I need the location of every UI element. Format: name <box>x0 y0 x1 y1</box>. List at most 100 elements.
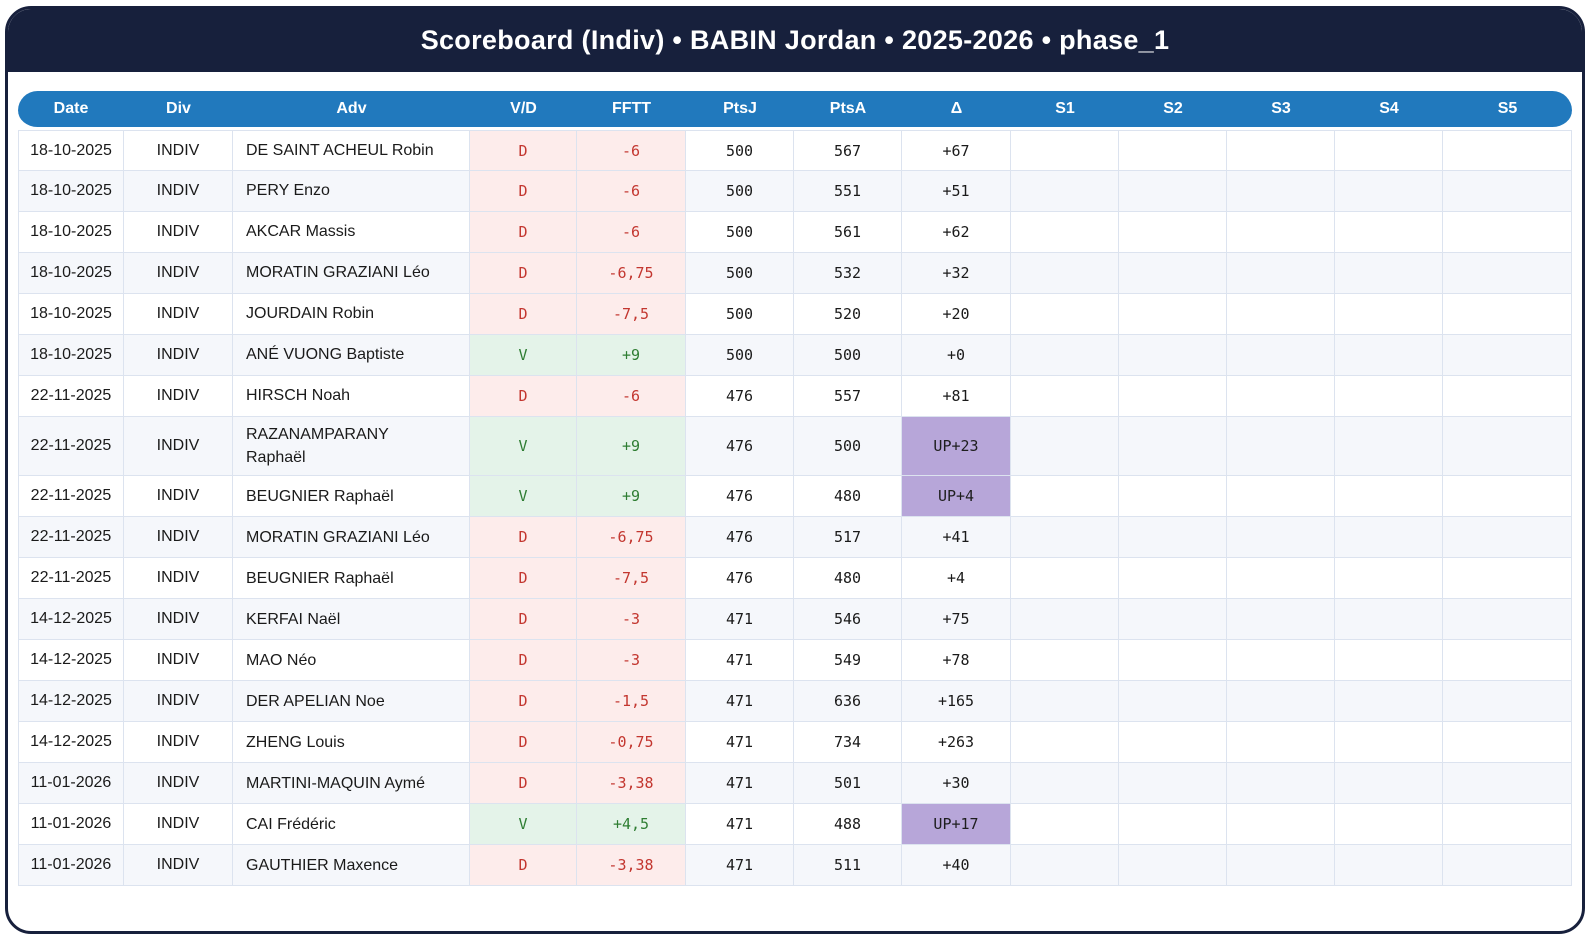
cell-adversary: RAZANAMPARANY Raphaël <box>233 417 470 477</box>
cell-delta: +32 <box>902 253 1011 294</box>
cell-set-4 <box>1335 640 1443 682</box>
table-row: 14-12-2025 INDIV DER APELIAN Noe D -1,5 … <box>18 681 1572 723</box>
cell-delta: +40 <box>902 845 1011 887</box>
cell-set-1 <box>1011 253 1119 294</box>
cell-date: 14-12-2025 <box>18 599 124 641</box>
cell-adversary: GAUTHIER Maxence <box>233 845 470 887</box>
cell-adversary: MORATIN GRAZIANI Léo <box>233 253 470 294</box>
cell-adversary-points: 500 <box>794 335 902 376</box>
cell-set-2 <box>1119 476 1227 518</box>
cell-date: 18-10-2025 <box>18 335 124 376</box>
cell-player-points: 500 <box>686 253 794 294</box>
adversary-name: BEUGNIER Raphaël <box>246 487 394 505</box>
cell-set-3 <box>1227 804 1335 846</box>
cell-win-loss: D <box>470 294 577 335</box>
cell-player-points: 471 <box>686 722 794 764</box>
cell-delta: +263 <box>902 722 1011 764</box>
cell-adversary-points: 501 <box>794 763 902 805</box>
adversary-name: MARTINI-MAQUIN Aymé <box>246 774 425 792</box>
column-header-vd: V/D <box>470 91 577 130</box>
cell-set-4 <box>1335 130 1443 171</box>
cell-fftt-points: -6,75 <box>577 253 686 294</box>
cell-division: INDIV <box>124 845 233 887</box>
cell-set-3 <box>1227 417 1335 477</box>
table-row: 11-01-2026 INDIV MARTINI-MAQUIN Aymé D -… <box>18 763 1572 805</box>
cell-set-1 <box>1011 517 1119 559</box>
cell-win-loss: D <box>470 376 577 417</box>
cell-set-1 <box>1011 640 1119 682</box>
cell-set-5 <box>1443 212 1572 253</box>
cell-date: 14-12-2025 <box>18 681 124 723</box>
cell-set-1 <box>1011 763 1119 805</box>
cell-date: 18-10-2025 <box>18 212 124 253</box>
cell-adversary: JOURDAIN Robin <box>233 294 470 335</box>
cell-set-3 <box>1227 476 1335 518</box>
cell-fftt-points: -3 <box>577 640 686 682</box>
cell-division: INDIV <box>124 212 233 253</box>
cell-win-loss: D <box>470 558 577 600</box>
cell-fftt-points: +9 <box>577 476 686 518</box>
cell-set-5 <box>1443 845 1572 887</box>
cell-division: INDIV <box>124 722 233 764</box>
scoreboard-window: Scoreboard (Indiv) • BABIN Jordan • 2025… <box>5 6 1585 934</box>
cell-win-loss: V <box>470 335 577 376</box>
cell-division: INDIV <box>124 681 233 723</box>
column-header-div: Div <box>124 91 233 130</box>
cell-player-points: 500 <box>686 335 794 376</box>
cell-set-5 <box>1443 476 1572 518</box>
table-row: 11-01-2026 INDIV GAUTHIER Maxence D -3,3… <box>18 845 1572 887</box>
cell-set-2 <box>1119 376 1227 417</box>
column-header-s1: S1 <box>1011 91 1119 130</box>
cell-set-4 <box>1335 476 1443 518</box>
cell-division: INDIV <box>124 558 233 600</box>
cell-fftt-points: -3,38 <box>577 763 686 805</box>
cell-set-5 <box>1443 517 1572 559</box>
cell-adversary: ANÉ VUONG Baptiste <box>233 335 470 376</box>
cell-adversary: MARTINI-MAQUIN Aymé <box>233 763 470 805</box>
cell-set-5 <box>1443 294 1572 335</box>
cell-win-loss: D <box>470 517 577 559</box>
adversary-name: DER APELIAN Noe <box>246 692 385 710</box>
cell-division: INDIV <box>124 599 233 641</box>
cell-adversary-points: 551 <box>794 171 902 212</box>
cell-set-3 <box>1227 294 1335 335</box>
cell-player-points: 476 <box>686 417 794 477</box>
cell-set-4 <box>1335 722 1443 764</box>
cell-date: 18-10-2025 <box>18 171 124 212</box>
column-header-fftt: FFTT <box>577 91 686 130</box>
adversary-name: MORATIN GRAZIANI Léo <box>246 528 430 546</box>
cell-set-2 <box>1119 417 1227 477</box>
cell-set-1 <box>1011 171 1119 212</box>
cell-set-3 <box>1227 335 1335 376</box>
cell-adversary-points: 549 <box>794 640 902 682</box>
cell-adversary: AKCAR Massis <box>233 212 470 253</box>
table-row: 18-10-2025 INDIV JOURDAIN Robin D -7,5 5… <box>18 294 1572 335</box>
cell-set-3 <box>1227 599 1335 641</box>
cell-date: 11-01-2026 <box>18 763 124 805</box>
cell-date: 14-12-2025 <box>18 640 124 682</box>
cell-delta: UP+4 <box>902 476 1011 518</box>
cell-set-3 <box>1227 558 1335 600</box>
cell-set-2 <box>1119 640 1227 682</box>
table-row: 22-11-2025 INDIV RAZANAMPARANY Raphaël V… <box>18 417 1572 477</box>
cell-player-points: 500 <box>686 294 794 335</box>
cell-date: 14-12-2025 <box>18 722 124 764</box>
cell-division: INDIV <box>124 376 233 417</box>
cell-win-loss: V <box>470 476 577 518</box>
cell-adversary-points: 532 <box>794 253 902 294</box>
table-container: Date Div Adv V/D FFTT PtsJ PtsA Δ S1 S2 S3 S4 S5 18-… <box>8 72 1582 894</box>
adversary-name: HIRSCH Noah <box>246 387 351 405</box>
table-row: 14-12-2025 INDIV MAO Néo D -3 471 549 +7… <box>18 640 1572 682</box>
cell-adversary-points: 734 <box>794 722 902 764</box>
table-row: 11-01-2026 INDIV CAI Frédéric V +4,5 471… <box>18 804 1572 846</box>
cell-date: 22-11-2025 <box>18 417 124 477</box>
cell-division: INDIV <box>124 804 233 846</box>
cell-adversary: BEUGNIER Raphaël <box>233 476 470 518</box>
cell-adversary-points: 480 <box>794 558 902 600</box>
cell-fftt-points: +9 <box>577 335 686 376</box>
cell-adversary: PERY Enzo <box>233 171 470 212</box>
cell-adversary: DE SAINT ACHEUL Robin <box>233 130 470 171</box>
cell-set-2 <box>1119 599 1227 641</box>
table-row: 14-12-2025 INDIV KERFAI Naël D -3 471 54… <box>18 599 1572 641</box>
cell-win-loss: D <box>470 171 577 212</box>
